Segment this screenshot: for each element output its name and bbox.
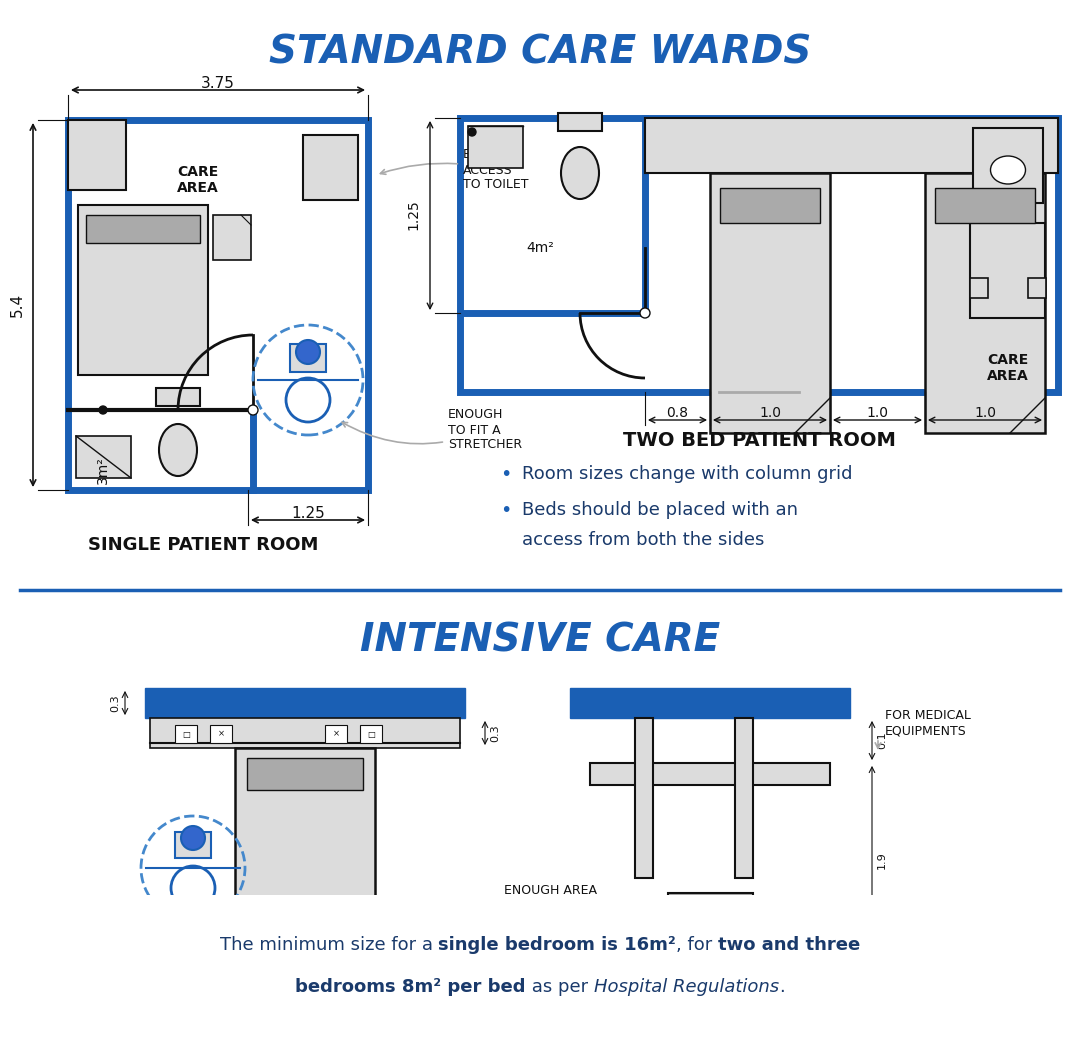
- Text: INTENSIVE CARE: INTENSIVE CARE: [360, 621, 720, 660]
- Text: The minimum size for a ​single bedroom is 16m², for two and three: The minimum size for a ​single bedroom i…: [215, 936, 865, 955]
- Bar: [86, 215, 200, 243]
- Text: 1.25: 1.25: [406, 200, 420, 230]
- Text: STANDARD CARE WARDS: STANDARD CARE WARDS: [269, 33, 811, 71]
- Bar: [0, 895, 1080, 975]
- Text: 1.25: 1.25: [292, 506, 325, 521]
- Bar: [145, 948, 465, 973]
- Bar: [970, 278, 988, 298]
- Text: □: □: [367, 730, 375, 738]
- Bar: [924, 173, 1045, 433]
- Text: single bedroom is 16m²: single bedroom is 16m²: [438, 936, 676, 954]
- Text: 3.75: 3.75: [201, 76, 235, 91]
- Text: bedrooms 8m² per bed: bedrooms 8m² per bed: [295, 978, 526, 996]
- Bar: [235, 748, 375, 943]
- Bar: [973, 129, 1043, 203]
- Bar: [145, 688, 465, 718]
- Text: The minimum size for a: The minimum size for a: [219, 936, 438, 954]
- Bar: [213, 215, 251, 260]
- Bar: [720, 188, 820, 223]
- Ellipse shape: [561, 147, 599, 199]
- Text: 0.3: 0.3: [490, 724, 500, 742]
- Bar: [570, 933, 850, 958]
- Bar: [156, 388, 200, 406]
- Text: as per: as per: [526, 978, 594, 996]
- Bar: [175, 725, 197, 743]
- Text: two and three: two and three: [718, 936, 861, 954]
- Text: .: .: [779, 978, 785, 996]
- Text: access from both the sides: access from both the sides: [522, 531, 765, 549]
- Text: bedrooms 8m² per bed as per Hospital Regulations.: bedrooms 8m² per bed as per Hospital Reg…: [288, 980, 792, 999]
- Circle shape: [248, 405, 258, 415]
- Text: □: □: [183, 730, 190, 738]
- Text: Hospital Regulations: Hospital Regulations: [594, 978, 779, 996]
- Bar: [150, 718, 460, 748]
- Bar: [175, 832, 211, 858]
- Text: 0.8: 0.8: [666, 406, 689, 419]
- Text: •: •: [500, 500, 511, 519]
- Bar: [76, 436, 131, 478]
- Text: CARE
AREA: CARE AREA: [177, 165, 219, 195]
- Text: TWO BED PATIENT ROOM: TWO BED PATIENT ROOM: [622, 430, 895, 449]
- Circle shape: [99, 406, 107, 414]
- Bar: [210, 725, 232, 743]
- Ellipse shape: [159, 424, 197, 476]
- Bar: [68, 120, 368, 490]
- Bar: [635, 718, 653, 878]
- Bar: [675, 928, 685, 946]
- Text: 0.3: 0.3: [110, 695, 120, 712]
- Bar: [78, 205, 208, 375]
- Text: 3.0: 3.0: [293, 989, 318, 1004]
- Circle shape: [296, 340, 320, 364]
- Bar: [291, 344, 326, 372]
- Bar: [570, 688, 850, 718]
- Text: 4m²: 4m²: [526, 241, 554, 255]
- Text: •: •: [500, 464, 511, 483]
- Bar: [0, 970, 1080, 1020]
- Text: FOR MEDICAL
EQUIPMENTS: FOR MEDICAL EQUIPMENTS: [885, 709, 971, 737]
- Bar: [360, 725, 382, 743]
- Bar: [710, 173, 831, 433]
- Text: 3m²: 3m²: [96, 456, 110, 484]
- Bar: [558, 113, 602, 131]
- Text: 1.9: 1.9: [877, 851, 887, 869]
- Bar: [590, 763, 831, 785]
- Text: 0.1: 0.1: [877, 732, 887, 749]
- Circle shape: [181, 826, 205, 850]
- Bar: [460, 118, 1058, 392]
- Bar: [1028, 278, 1047, 298]
- Text: 1.0: 1.0: [759, 406, 781, 419]
- Bar: [325, 725, 347, 743]
- Text: CARE
AREA: CARE AREA: [987, 353, 1029, 383]
- Text: ENOUGH
TO FIT A
STRETCHER: ENOUGH TO FIT A STRETCHER: [342, 409, 522, 451]
- Circle shape: [468, 129, 476, 136]
- Text: Room sizes change with column grid: Room sizes change with column grid: [522, 465, 852, 483]
- Bar: [735, 718, 753, 878]
- Text: SINGLE PATIENT ROOM: SINGLE PATIENT ROOM: [87, 536, 319, 554]
- Text: , for: , for: [676, 936, 718, 954]
- Text: ×: ×: [333, 730, 339, 738]
- Bar: [970, 223, 1045, 318]
- Text: 1.0: 1.0: [974, 406, 996, 419]
- Bar: [669, 893, 753, 928]
- Text: ×: ×: [217, 730, 225, 738]
- Bar: [735, 928, 746, 946]
- Text: EASY
ACCESS
TO TOILET: EASY ACCESS TO TOILET: [380, 149, 528, 191]
- Text: ENOUGH AREA
FOR PATIENT
CIRCULATION: ENOUGH AREA FOR PATIENT CIRCULATION: [503, 884, 596, 926]
- Bar: [935, 188, 1035, 223]
- Bar: [468, 126, 523, 168]
- Ellipse shape: [316, 154, 345, 176]
- Bar: [247, 758, 363, 790]
- Text: 1.0: 1.0: [866, 406, 889, 419]
- Ellipse shape: [990, 156, 1026, 184]
- Bar: [645, 118, 1058, 173]
- Text: Beds should be placed with an: Beds should be placed with an: [522, 501, 798, 519]
- Bar: [303, 135, 357, 200]
- Circle shape: [640, 308, 650, 318]
- Text: 5.4: 5.4: [10, 293, 25, 318]
- Bar: [68, 120, 126, 190]
